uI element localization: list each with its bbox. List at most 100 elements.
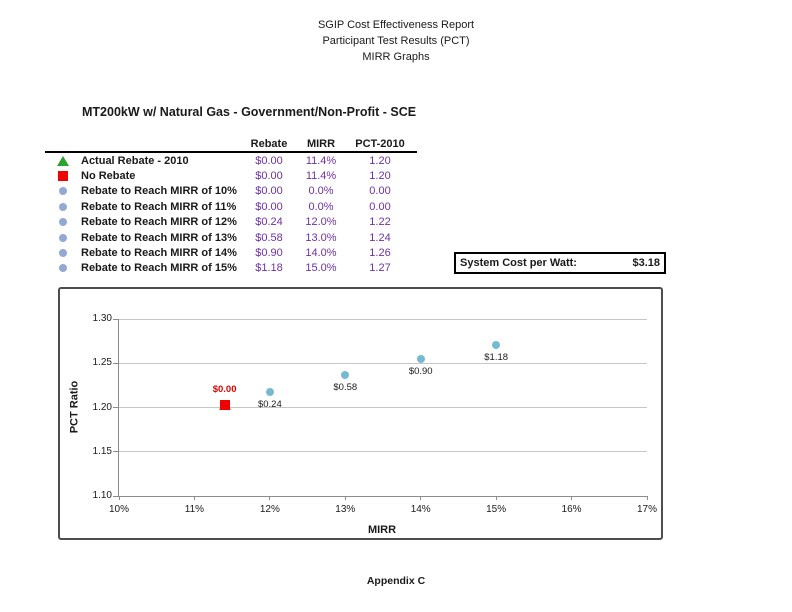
legend-row-label: Rebate to Reach MIRR of 15% [81,262,237,275]
x-tick-mark [571,496,573,500]
rebate-value: $0.00 [255,200,283,213]
rebate-value: $1.18 [255,262,283,275]
data-point-label: $1.18 [484,351,509,363]
mirr-value: 11.4% [305,154,337,167]
rebate-value: $0.90 [255,247,283,260]
mirr-value: 14.0% [305,247,337,260]
y-tick-mark [113,495,118,497]
rebate-value: $0.24 [255,216,283,229]
mirr-value: 12.0% [305,216,337,229]
circle-marker-icon [59,264,67,273]
x-tick-label: 11% [184,504,205,515]
x-tick-mark [495,496,497,500]
y-tick-label: 1.30 [92,313,112,324]
rebate-value: $0.00 [255,170,283,183]
x-tick-label: 10% [108,504,129,515]
mirr-value: 0.0% [308,185,334,198]
x-axis-title: MIRR [367,524,397,536]
legend-marker-cell [45,218,81,227]
x-tick-mark [420,496,422,500]
x-tick-mark [118,496,120,500]
table-row: Rebate to Reach MIRR of 10% $0.00 0.0% 0.00 [45,184,417,199]
data-point-label: $0.00 [212,383,237,395]
legend-row-label: Rebate to Reach MIRR of 11% [81,200,237,213]
x-tick-label: 14% [410,504,431,515]
report-title-line-2: Participant Test Results (PCT) [322,35,470,47]
data-point [492,340,501,349]
y-tick-label: 1.10 [92,490,112,501]
pct-value: 0.00 [369,200,391,213]
gridline [119,318,647,320]
x-tick-mark [646,496,648,500]
plot-area: 1.10 1.15 1.20 1.25 1.30 10% 11% 12% 13% 14% 15% 16… [93,313,657,515]
x-tick-mark [269,496,271,500]
legend-row-label: Rebate to Reach MIRR of 10% [81,185,237,198]
pct-value: 1.20 [369,154,391,167]
circle-marker-icon [59,218,67,227]
legend-row-label: Actual Rebate - 2010 [81,154,189,167]
mirr-value: 15.0% [305,262,337,275]
system-cost-label: System Cost per Watt: [460,257,577,269]
legend-marker-cell [45,249,81,258]
circle-marker-icon [59,249,67,258]
data-point [219,399,230,410]
pct-value: 1.27 [369,262,391,275]
table-row: Rebate to Reach MIRR of 14% $0.90 14.0% 1.2… [45,245,417,260]
legend-marker-cell [45,233,81,242]
x-tick-mark [344,496,346,500]
table-row: Rebate to Reach MIRR of 12% $0.24 12.0% 1.2… [45,215,417,230]
legend-row-label: No Rebate [81,170,136,183]
pct-value: 0.00 [369,185,391,198]
x-tick-mark [193,496,195,500]
y-tick-mark [113,451,118,453]
legend-table: Rebate MIRR PCT-2010 Actual Rebate - 201… [45,136,417,276]
rebate-value: $0.00 [255,154,283,167]
gridline [119,362,647,364]
legend-marker-cell [45,171,81,182]
legend-table-rows: Actual Rebate - 2010 $0.00 11.4% 1.20 No Reb… [45,153,417,276]
legend-marker-cell [45,202,81,211]
rebate-value: $0.00 [255,185,283,198]
circle-marker-icon [59,202,67,211]
legend-marker-cell [45,264,81,273]
y-tick-mark [113,318,118,320]
data-point-label: $0.58 [333,381,358,393]
legend-marker-cell [45,155,81,166]
system-cost-value: $3.18 [632,257,660,269]
data-point-label: $0.24 [257,399,282,411]
rebate-value: $0.58 [255,231,283,244]
y-tick-label: 1.20 [92,401,112,413]
square-marker-icon [58,171,68,182]
section-title: MT200kW w/ Natural Gas - Government/Non-… [82,105,417,119]
y-tick-label: 1.15 [92,445,112,457]
triangle-marker-icon [57,155,69,166]
data-point [416,354,425,363]
table-row: Rebate to Reach MIRR of 13% $0.58 13.0% 1.2… [45,230,417,245]
legend-marker-cell [45,187,81,196]
mirr-value: 0.0% [308,200,334,213]
appendix-label: Appendix C [366,575,426,587]
mirr-value: 11.4% [305,170,337,183]
y-tick-label: 1.25 [92,357,112,369]
circle-marker-icon [59,187,67,196]
system-cost-box: System Cost per Watt: $3.18 [454,252,666,274]
table-row: Rebate to Reach MIRR of 11% $0.00 0.0% 0.00 [45,199,417,214]
legend-row-label: Rebate to Reach MIRR of 12% [81,216,237,229]
report-title-line-1: SGIP Cost Effectiveness Report [317,19,475,31]
legend-table-header: Rebate MIRR PCT-2010 [45,136,417,153]
header-mirr: MIRR [306,138,336,150]
header-rebate: Rebate [250,138,288,150]
report-title: SGIP Cost Effectiveness Report Participa… [0,17,792,65]
x-tick-label: 12% [259,504,280,515]
x-tick-label: 15% [486,504,507,515]
table-row: Rebate to Reach MIRR of 15% $1.18 15.0% 1.2… [45,261,417,276]
x-tick-label: 17% [636,504,657,515]
pct-value: 1.22 [369,216,391,229]
pct-value: 1.24 [369,231,391,244]
legend-row-label: Rebate to Reach MIRR of 14% [81,247,237,260]
report-title-line-3: MIRR Graphs [362,51,430,63]
x-tick-label: 16% [561,504,582,515]
gridline [119,451,647,453]
circle-marker-icon [59,233,67,242]
